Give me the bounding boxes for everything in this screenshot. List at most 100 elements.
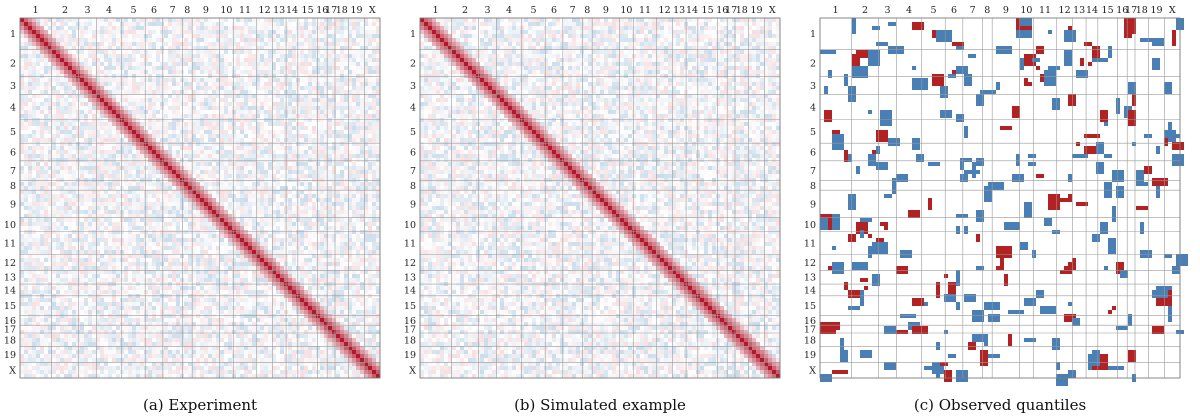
heatmap-cell (248, 198, 253, 203)
heatmap-cell (52, 150, 57, 155)
heatmap-cell (20, 174, 25, 179)
heatmap-cell (160, 158, 165, 163)
heatmap-cell (296, 222, 301, 227)
heatmap-cell (76, 174, 81, 179)
heatmap-cell (212, 94, 217, 99)
heatmap-cell (224, 218, 229, 223)
heatmap-cell (204, 134, 209, 139)
heatmap-cell (160, 42, 165, 47)
heatmap-cell (144, 34, 149, 39)
heatmap-cell (172, 138, 177, 143)
heatmap-cell (96, 230, 101, 235)
heatmap-cell (24, 238, 29, 243)
heatmap-cell (228, 110, 233, 115)
heatmap-cell (360, 50, 365, 55)
heatmap-cell (64, 50, 69, 55)
heatmap-cell (168, 22, 173, 27)
heatmap-cell (352, 222, 357, 227)
heatmap-cell (184, 230, 189, 235)
heatmap-cell (332, 94, 337, 99)
heatmap-cell (72, 26, 77, 31)
heatmap-cell (140, 102, 145, 107)
heatmap-cell (352, 170, 357, 175)
heatmap-cell (144, 110, 149, 115)
heatmap-cell (80, 182, 85, 187)
heatmap-cell (296, 70, 301, 75)
heatmap-cell (80, 90, 85, 95)
heatmap-cell (336, 114, 341, 119)
heatmap-cell (300, 182, 305, 187)
heatmap-cell (224, 126, 229, 131)
heatmap-cell (368, 118, 373, 123)
heatmap-cell (24, 18, 29, 23)
heatmap-cell (320, 46, 325, 51)
heatmap-cell (240, 58, 245, 63)
heatmap-cell (140, 58, 145, 63)
heatmap-cell (120, 234, 125, 239)
heatmap-cell (312, 86, 317, 91)
heatmap-cell (228, 182, 233, 187)
heatmap-cell (272, 142, 277, 147)
heatmap-cell (80, 70, 85, 75)
heatmap-cell (124, 90, 129, 95)
heatmap-cell (116, 74, 121, 79)
heatmap-cell (340, 146, 345, 151)
heatmap-cell (340, 26, 345, 31)
heatmap-cell (64, 226, 69, 231)
heatmap-cell (184, 46, 189, 51)
heatmap-cell (156, 134, 161, 139)
heatmap-cell (40, 114, 45, 119)
heatmap-cell (336, 26, 341, 31)
heatmap-cell (88, 150, 93, 155)
heatmap-cell (64, 138, 69, 143)
heatmap-cell (164, 58, 169, 63)
heatmap-cell (64, 142, 69, 147)
heatmap-cell (268, 86, 273, 91)
heatmap-cell (196, 18, 201, 23)
heatmap-cell (128, 174, 133, 179)
heatmap-cell (364, 162, 369, 167)
heatmap-cell (332, 110, 337, 115)
heatmap-cell (80, 214, 85, 219)
heatmap-cell (36, 134, 41, 139)
heatmap-cell (368, 50, 373, 55)
heatmap-cell (72, 78, 77, 83)
heatmap-cell (352, 166, 357, 171)
heatmap-cell (52, 46, 57, 51)
heatmap-cell (36, 130, 41, 135)
heatmap-cell (204, 186, 209, 191)
heatmap-cell (184, 110, 189, 115)
heatmap-cell (316, 30, 321, 35)
heatmap-cell (56, 142, 61, 147)
heatmap-cell (280, 138, 285, 143)
heatmap-cell (184, 198, 189, 203)
heatmap-cell (168, 150, 173, 155)
heatmap-cell (272, 190, 277, 195)
heatmap-cell (228, 58, 233, 63)
heatmap-cell (240, 54, 245, 59)
heatmap-cell (124, 166, 129, 171)
heatmap-cell (136, 230, 141, 235)
heatmap-cell (104, 146, 109, 151)
heatmap-cell (308, 58, 313, 63)
heatmap-cell (320, 210, 325, 215)
heatmap-cell (280, 118, 285, 123)
heatmap-cell (56, 62, 61, 67)
heatmap-cell (24, 82, 29, 87)
heatmap-cell (28, 166, 33, 171)
heatmap-cell (48, 42, 53, 47)
heatmap-cell (68, 90, 73, 95)
heatmap-cell (160, 218, 165, 223)
heatmap-cell (244, 114, 249, 119)
heatmap-cell (192, 182, 197, 187)
heatmap-cell (84, 142, 89, 147)
heatmap-cell (128, 226, 133, 231)
heatmap-cell (344, 198, 349, 203)
heatmap-cell (220, 66, 225, 71)
heatmap-cell (372, 190, 377, 195)
heatmap-cell (344, 38, 349, 43)
heatmap-cell (316, 98, 321, 103)
heatmap-cell (64, 90, 69, 95)
heatmap-cell (304, 74, 309, 79)
heatmap-cell (228, 90, 233, 95)
